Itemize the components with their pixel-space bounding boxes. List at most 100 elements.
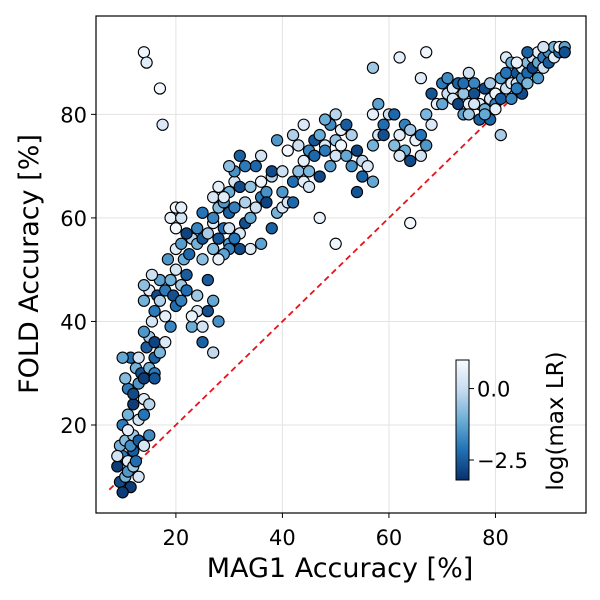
data-point	[207, 346, 220, 359]
data-point	[361, 159, 374, 173]
data-point	[302, 165, 316, 178]
data-point	[164, 320, 177, 333]
data-point	[297, 154, 310, 168]
data-point	[244, 211, 257, 225]
data-point	[137, 279, 151, 292]
data-point	[558, 46, 571, 59]
data-point	[156, 118, 169, 131]
data-point	[297, 118, 310, 131]
x-tick-label: 60	[376, 526, 403, 550]
data-point	[345, 128, 358, 142]
data-point	[340, 149, 353, 162]
data-point	[372, 97, 385, 111]
data-point	[185, 310, 199, 323]
data-point	[340, 118, 353, 131]
data-point	[510, 56, 523, 69]
data-point	[468, 97, 481, 111]
data-point	[223, 222, 236, 235]
data-point	[393, 51, 406, 64]
data-point	[244, 180, 257, 193]
data-point	[175, 294, 188, 307]
data-point	[169, 263, 183, 276]
data-point	[462, 66, 475, 80]
data-point	[201, 227, 214, 240]
data-point	[329, 149, 342, 162]
data-point	[145, 268, 159, 282]
data-point	[537, 40, 550, 54]
data-point	[345, 159, 358, 173]
data-point	[185, 320, 199, 333]
data-point	[270, 134, 284, 147]
data-point	[159, 336, 172, 349]
data-point	[462, 108, 475, 121]
data-point	[148, 336, 161, 349]
data-point	[145, 315, 159, 328]
x-axis-title: MAG1 Accuracy [%]	[207, 553, 474, 584]
data-point	[196, 320, 209, 333]
data-point	[137, 294, 151, 307]
data-point	[143, 398, 156, 411]
data-point	[420, 108, 433, 121]
data-point	[313, 128, 326, 142]
data-point	[217, 191, 230, 204]
data-point	[148, 304, 161, 318]
data-point	[414, 128, 428, 142]
data-point	[121, 408, 135, 421]
data-point	[201, 304, 214, 318]
data-point	[313, 170, 326, 183]
data-point	[127, 387, 140, 401]
data-point	[393, 128, 406, 142]
data-point	[137, 439, 151, 452]
data-point	[207, 211, 220, 225]
y-axis-title: FOLD Accuracy [%]	[14, 134, 45, 394]
data-point	[414, 149, 428, 162]
data-point	[196, 336, 209, 349]
data-point	[116, 486, 129, 499]
data-point	[238, 159, 252, 173]
data-point	[249, 201, 262, 214]
data-point	[441, 71, 454, 85]
y-tick-label: 40	[60, 310, 87, 334]
data-point	[196, 253, 209, 266]
data-point	[499, 66, 513, 80]
colorbar-tick-label: −2.5	[477, 449, 528, 473]
colorbar-bar	[455, 359, 470, 481]
data-point	[329, 237, 342, 250]
data-point	[292, 165, 305, 178]
data-point	[137, 408, 151, 421]
data-point	[159, 310, 172, 323]
data-point	[129, 455, 143, 468]
data-point	[233, 242, 246, 256]
data-point	[132, 351, 145, 364]
data-point	[404, 216, 417, 230]
data-point	[329, 108, 342, 121]
data-point	[254, 175, 268, 188]
data-point	[494, 92, 507, 105]
data-point	[164, 211, 177, 225]
data-point	[494, 128, 507, 142]
data-point	[377, 118, 390, 131]
data-point	[489, 103, 502, 116]
data-point	[175, 201, 188, 214]
data-point	[201, 273, 214, 287]
data-point	[169, 222, 183, 235]
data-point	[143, 429, 156, 442]
data-point	[286, 175, 300, 188]
x-tick-label: 20	[163, 526, 190, 550]
data-point	[238, 196, 252, 209]
colorbar-ticks: 0.0 −2.5	[469, 378, 528, 473]
data-point	[153, 346, 167, 359]
data-point	[140, 56, 153, 69]
data-point	[254, 237, 268, 250]
data-point	[121, 424, 135, 437]
data-point	[286, 128, 300, 142]
data-point	[212, 253, 225, 266]
data-point	[111, 449, 124, 463]
data-point	[366, 61, 380, 74]
data-point	[254, 149, 268, 162]
data-point	[302, 180, 316, 193]
data-point	[521, 77, 534, 90]
data-point	[425, 87, 438, 100]
data-point	[377, 128, 390, 142]
